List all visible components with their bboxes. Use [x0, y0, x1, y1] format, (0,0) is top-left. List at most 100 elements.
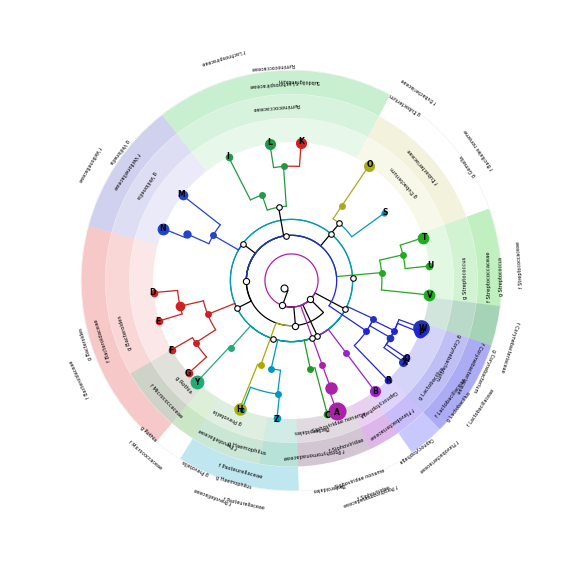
Text: f Streptococcaceae: f Streptococcaceae [487, 252, 493, 302]
Text: f Bacteroidaceae: f Bacteroidaceae [68, 360, 90, 399]
Text: Ruminococcaceae: Ruminococcaceae [251, 62, 295, 71]
Wedge shape [264, 406, 360, 443]
Wedge shape [423, 303, 500, 429]
Text: g Bacteroides: g Bacteroides [118, 315, 134, 351]
Wedge shape [180, 439, 299, 490]
Text: M: M [178, 190, 185, 199]
Text: f Lachnospiraceae: f Lachnospiraceae [201, 48, 245, 66]
Text: F: F [168, 346, 173, 355]
Text: Y: Y [194, 378, 199, 387]
Text: L: L [267, 138, 272, 147]
Text: g Corynebacterium: g Corynebacterium [434, 333, 461, 381]
Wedge shape [89, 115, 177, 232]
Text: V: V [427, 291, 433, 300]
Text: f Lactobacillaceae: f Lactobacillaceae [466, 389, 496, 428]
Text: Z: Z [274, 415, 280, 424]
Text: c: c [239, 406, 244, 415]
Text: g Bacteroides: g Bacteroides [78, 327, 93, 360]
Text: g Streptococcus: g Streptococcus [498, 257, 504, 297]
Wedge shape [151, 350, 218, 418]
Text: f Flavobacteriaceae: f Flavobacteriaceae [419, 438, 458, 473]
Wedge shape [106, 232, 187, 423]
Text: f Porphyromonadaceae: f Porphyromonadaceae [342, 483, 398, 507]
Text: g Prevotella: g Prevotella [182, 459, 210, 476]
Wedge shape [297, 413, 398, 466]
Wedge shape [368, 116, 466, 225]
Text: X: X [402, 358, 408, 367]
Text: g Haemophilus: g Haemophilus [227, 441, 266, 456]
Text: f Flavobacteriaceae: f Flavobacteriaceae [368, 406, 414, 440]
Text: Capnocytophaga: Capnocytophaga [358, 389, 398, 419]
Wedge shape [371, 323, 446, 413]
Text: Bacteroidales: Bacteroidales [293, 425, 329, 434]
Wedge shape [466, 209, 501, 346]
Wedge shape [187, 387, 268, 440]
Text: g Streptococcus: g Streptococcus [463, 256, 469, 298]
Text: f Micrococcaceae: f Micrococcaceae [149, 383, 184, 420]
Text: f Siphoviridae: f Siphoviridae [357, 485, 390, 502]
Text: g Eubacterium: g Eubacterium [390, 165, 420, 198]
Text: Siphoviridae noname: Siphoviridae noname [312, 412, 367, 434]
Text: f Corynebacteriaceae: f Corynebacteriaceae [455, 341, 484, 394]
Text: g Prevotella: g Prevotella [213, 408, 243, 425]
Text: E: E [156, 317, 161, 326]
Wedge shape [193, 419, 298, 467]
Text: f Veillonellaceae: f Veillonellaceae [77, 145, 101, 182]
Text: R: R [385, 376, 391, 385]
Text: g Rothia: g Rothia [139, 425, 157, 443]
Wedge shape [259, 427, 370, 467]
Text: f Bacteroidaceae: f Bacteroidaceae [93, 318, 112, 362]
Text: g Corynebacterium: g Corynebacterium [472, 348, 497, 393]
Wedge shape [172, 405, 264, 464]
Text: f Eubacteriaceae: f Eubacteriaceae [406, 148, 440, 185]
Text: B: B [373, 388, 378, 397]
Wedge shape [357, 137, 444, 233]
Text: f Lactobacillaceae: f Lactobacillaceae [434, 378, 467, 419]
Text: f Streptococcaceae: f Streptococcaceae [515, 241, 524, 288]
Text: H: H [236, 406, 243, 415]
Text: U: U [427, 261, 433, 270]
Text: f Pasteurellaceae: f Pasteurellaceae [217, 463, 263, 480]
Text: Q: Q [404, 354, 410, 363]
Wedge shape [360, 396, 423, 449]
Text: Capnocytophaga: Capnocytophaga [396, 436, 433, 465]
Text: f Siphoviridae: f Siphoviridae [329, 438, 365, 454]
Text: f Eubacteriaceae: f Eubacteriaceae [401, 77, 438, 104]
Text: f Prevotellaceae: f Prevotellaceae [198, 427, 238, 449]
Text: I: I [227, 151, 230, 160]
Wedge shape [406, 300, 476, 412]
Text: g Eubacterium: g Eubacterium [389, 93, 422, 116]
Text: A: A [334, 408, 340, 417]
Wedge shape [389, 297, 452, 395]
Wedge shape [135, 153, 206, 245]
Text: Bacteroidales: Bacteroidales [311, 482, 345, 493]
Text: W: W [419, 324, 427, 333]
Text: f Porphyromonadaceae: f Porphyromonadaceae [283, 447, 345, 459]
Text: f Prevotellaceae: f Prevotellaceae [194, 486, 233, 504]
Wedge shape [177, 94, 379, 153]
Text: g Lactobacillus: g Lactobacillus [446, 391, 472, 423]
Wedge shape [350, 379, 406, 427]
Text: g Gemella: g Gemella [459, 154, 476, 178]
Text: S: S [382, 208, 388, 217]
Text: g Veillonella: g Veillonella [135, 169, 157, 199]
Text: f Micrococcaceae: f Micrococcaceae [127, 440, 162, 471]
Text: g Rothia: g Rothia [174, 375, 193, 394]
Wedge shape [112, 134, 191, 238]
Text: K: K [298, 137, 304, 146]
Wedge shape [82, 226, 172, 442]
Wedge shape [385, 330, 469, 433]
Text: D: D [149, 288, 156, 297]
Text: f Corynebacteriaceae: f Corynebacteriaceae [500, 321, 520, 373]
Text: T: T [422, 233, 427, 242]
Wedge shape [422, 225, 454, 330]
Text: f Bacillales noname: f Bacillales noname [463, 128, 494, 171]
Text: f Pasteurellaceae: f Pasteurellaceae [223, 497, 265, 511]
Text: P: P [418, 328, 424, 337]
Text: O: O [366, 160, 373, 169]
Wedge shape [398, 338, 491, 453]
Wedge shape [444, 217, 477, 338]
Text: g Lactobacillus: g Lactobacillus [418, 367, 445, 401]
Wedge shape [162, 71, 390, 134]
Text: N: N [159, 224, 166, 233]
